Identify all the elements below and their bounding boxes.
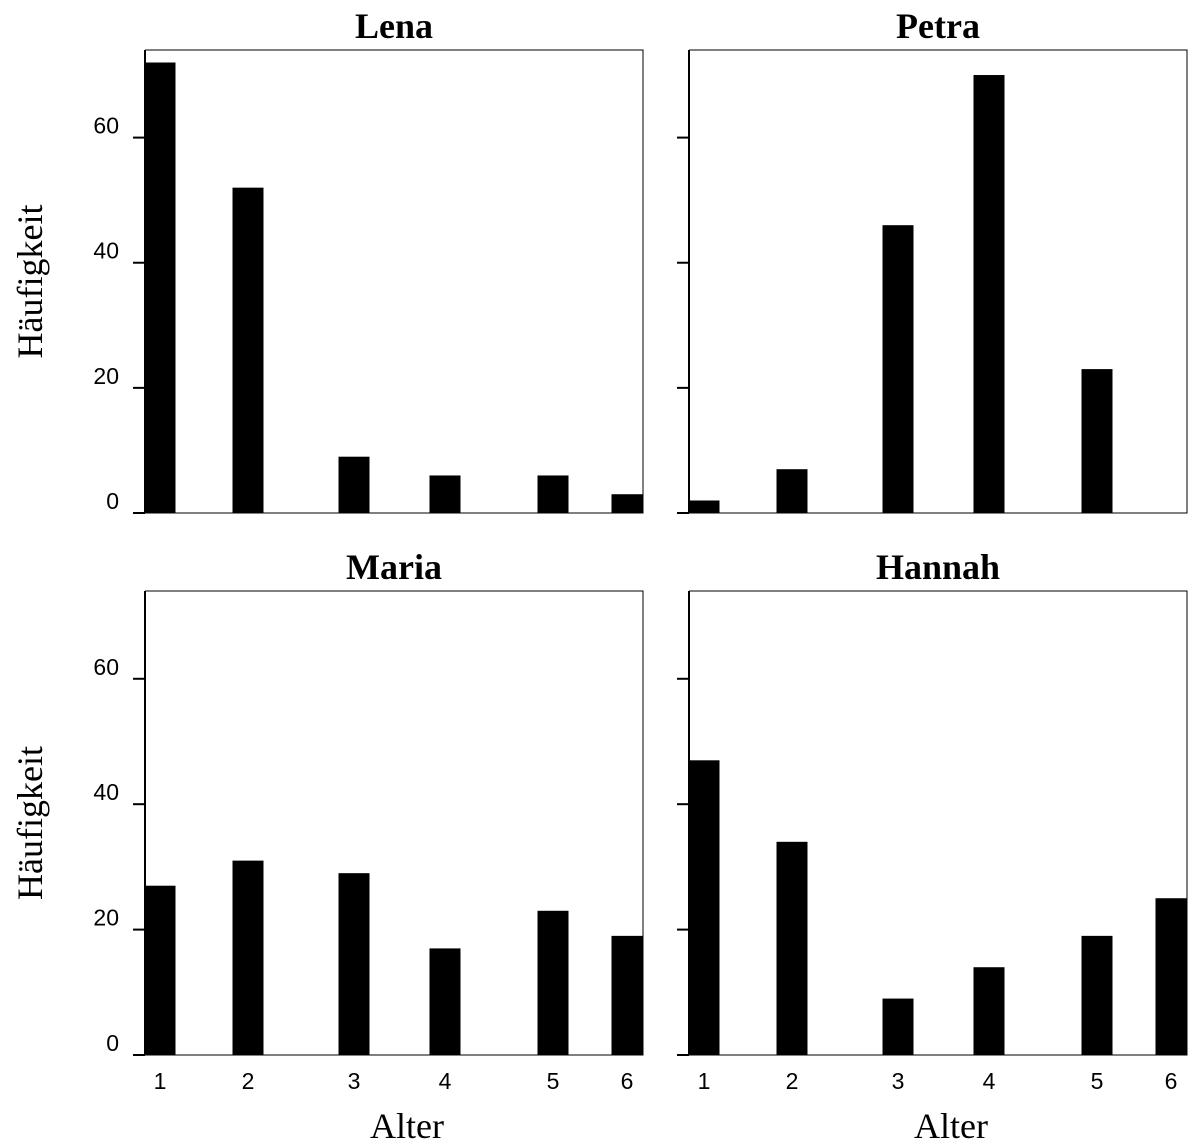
x-tick-label-maria: 4 (439, 1068, 452, 1094)
bar-petra-4 (973, 75, 1005, 513)
x-tick-label-maria: 1 (154, 1068, 167, 1094)
x-tick-label-hannah: 3 (892, 1068, 905, 1094)
y-axis-label: Häufigkeit (10, 205, 50, 359)
bar-hannah-2 (776, 841, 808, 1055)
x-tick-label-maria: 3 (348, 1068, 361, 1094)
bar-maria-4 (429, 948, 461, 1055)
bar-hannah-5 (1081, 935, 1113, 1055)
bar-maria-3 (338, 873, 370, 1055)
y-tick-label-maria: 60 (93, 654, 119, 680)
bar-maria-2 (232, 860, 264, 1055)
bar-hannah-3 (882, 998, 914, 1055)
bar-lena-2 (232, 187, 264, 513)
bar-lena-4 (429, 475, 461, 513)
y-axis-label: Häufigkeit (10, 746, 50, 900)
bar-petra-1 (690, 500, 720, 513)
panel-title-hannah: Hannah (876, 547, 1000, 587)
y-tick-label-lena: 20 (93, 363, 119, 389)
bar-maria-6 (611, 935, 643, 1055)
x-tick-label-hannah: 2 (786, 1068, 799, 1094)
panel-title-lena: Lena (355, 6, 433, 46)
y-tick-label-maria: 40 (93, 779, 119, 805)
x-tick-label-hannah: 1 (698, 1068, 711, 1094)
bar-petra-2 (776, 469, 808, 513)
x-tick-label-maria: 6 (621, 1068, 634, 1094)
bar-lena-1 (146, 62, 176, 513)
y-tick-label-maria: 20 (93, 905, 119, 931)
y-tick-label-lena: 60 (93, 113, 119, 139)
plot-frame-lena (135, 49, 644, 514)
x-tick-label-hannah: 5 (1091, 1068, 1104, 1094)
bar-hannah-4 (973, 967, 1005, 1055)
bar-lena-6 (611, 494, 643, 513)
x-tick-label-maria: 2 (242, 1068, 255, 1094)
bar-hannah-6 (1155, 898, 1187, 1055)
y-tick-label-lena: 40 (93, 238, 119, 264)
bar-maria-1 (146, 885, 176, 1055)
plot-frame-maria (135, 590, 644, 1056)
bar-lena-3 (338, 456, 370, 513)
bar-maria-5 (537, 910, 569, 1055)
bar-lena-5 (537, 475, 569, 513)
x-tick-label-hannah: 6 (1165, 1068, 1178, 1094)
x-tick-label-maria: 5 (547, 1068, 560, 1094)
bar-hannah-1 (690, 760, 720, 1055)
y-tick-label-lena: 0 (106, 488, 119, 514)
x-axis-label: Alter (370, 1106, 444, 1145)
bar-petra-5 (1081, 369, 1113, 513)
plot-frame-hannah (679, 590, 1188, 1056)
bar-petra-3 (882, 225, 914, 513)
y-tick-label-maria: 0 (106, 1030, 119, 1056)
x-axis-label: Alter (914, 1106, 988, 1145)
panel-title-maria: Maria (346, 547, 442, 587)
plot-frame-petra (679, 49, 1188, 514)
x-tick-label-hannah: 4 (983, 1068, 996, 1094)
panel-title-petra: Petra (896, 6, 980, 46)
